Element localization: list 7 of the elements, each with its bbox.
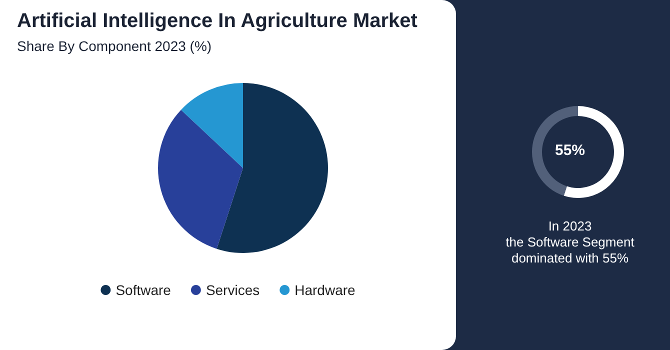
legend-label: Services bbox=[206, 282, 260, 298]
legend-label: Software bbox=[116, 282, 172, 298]
text: 55% bbox=[554, 142, 586, 159]
text: In 2023 the Software Segment dominated with 55% bbox=[506, 218, 635, 266]
chart-subtitle: Share By Component 2023 (%) bbox=[17, 38, 212, 54]
chart-title: Artificial Intelligence In Agriculture Market bbox=[17, 10, 418, 32]
legend-label: Hardware bbox=[294, 282, 356, 298]
